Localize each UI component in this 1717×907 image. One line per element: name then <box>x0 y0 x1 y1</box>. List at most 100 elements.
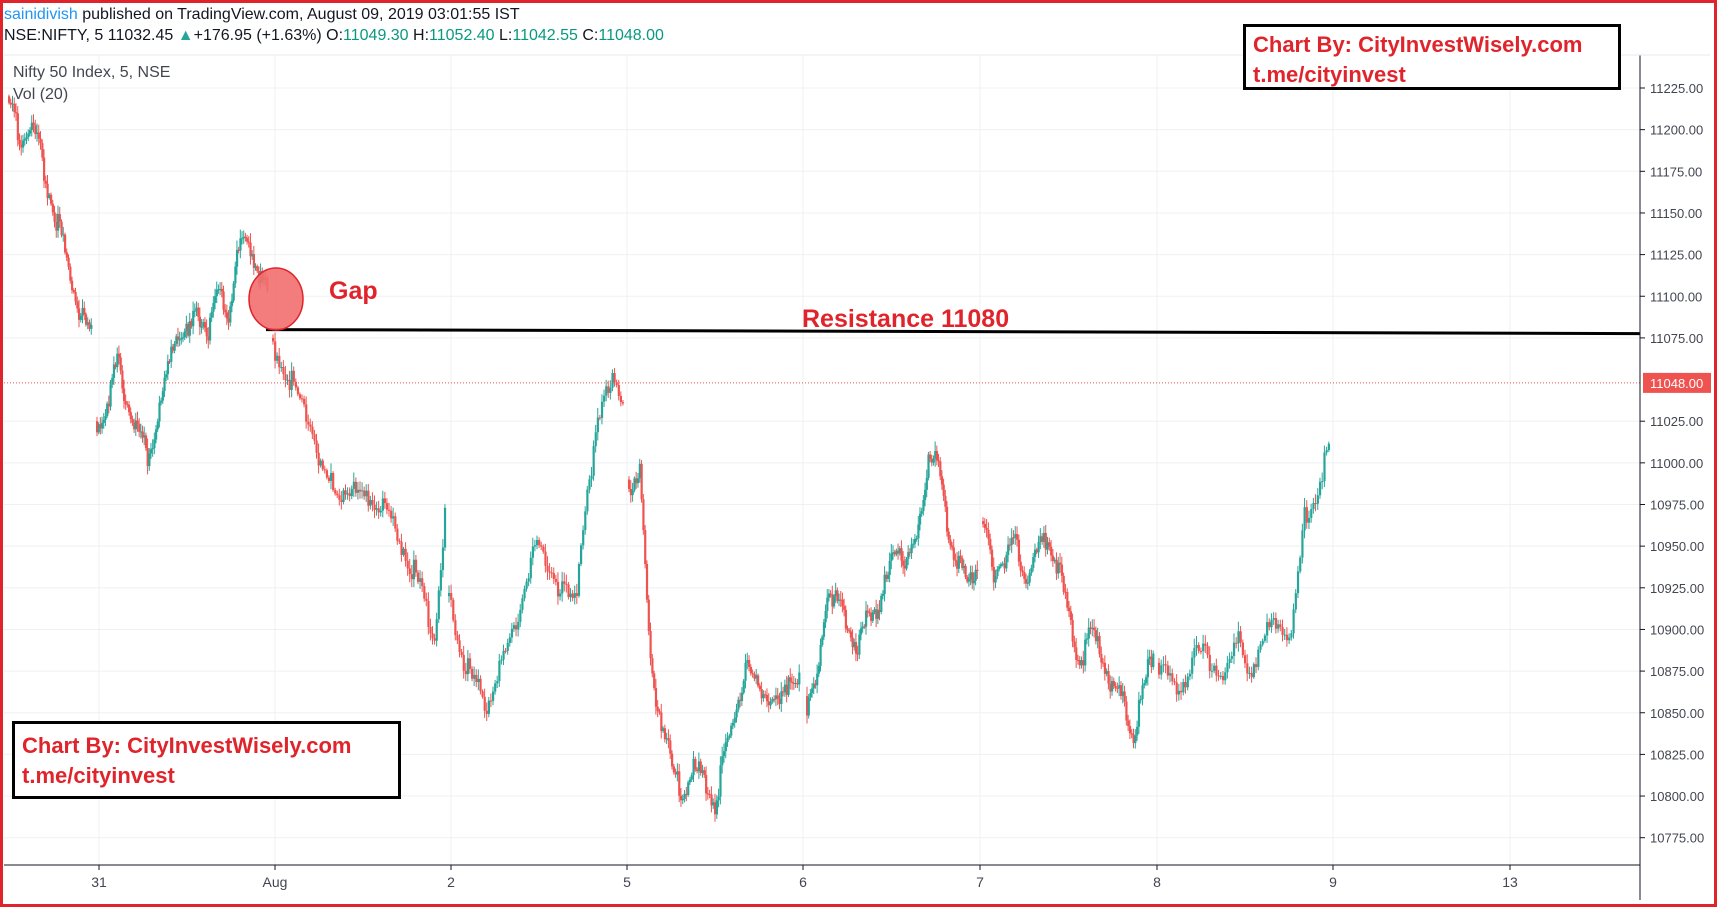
candle-body <box>419 578 422 582</box>
candle-body <box>746 660 749 663</box>
candle-body <box>1226 663 1229 673</box>
publisher-link[interactable]: sainidivish <box>4 6 78 23</box>
candle-body <box>1051 555 1055 562</box>
candle-body <box>1003 563 1006 569</box>
candle-body <box>1064 591 1067 593</box>
candle-body <box>827 593 831 598</box>
candle-body <box>1217 675 1220 677</box>
candle-body <box>1062 575 1065 592</box>
candle-body <box>890 553 893 561</box>
candle-body <box>301 398 304 400</box>
close-label: C: <box>582 27 599 44</box>
candle-body <box>932 458 935 463</box>
candle-body <box>225 312 229 319</box>
candle-body <box>408 568 411 575</box>
candle-body <box>149 449 153 454</box>
candle-body <box>956 560 959 569</box>
candle-body <box>569 593 572 598</box>
y-tick-label: 11000.00 <box>1650 456 1703 471</box>
candle-body <box>69 266 72 281</box>
candle-body <box>464 670 467 675</box>
candle-body <box>1041 536 1044 542</box>
candle-body <box>859 628 863 635</box>
candle-body <box>1228 658 1231 664</box>
candle-body <box>600 401 604 418</box>
publish-line: sainidivish published on TradingView.com… <box>4 4 664 25</box>
candle-body <box>443 507 447 548</box>
candle-body <box>631 490 634 496</box>
candle-body <box>29 130 32 134</box>
candle-body <box>284 374 287 381</box>
candle-body <box>141 431 144 438</box>
high-value: 11052.40 <box>429 27 495 44</box>
candle-body <box>11 103 14 105</box>
candle-body <box>392 516 395 519</box>
candle-body <box>1016 534 1019 540</box>
candle-body <box>667 738 670 741</box>
candle-body <box>102 419 105 423</box>
candle-body <box>1266 622 1269 636</box>
x-tick-label: 6 <box>799 874 807 890</box>
candle-body <box>542 546 545 552</box>
candle-body <box>1188 673 1192 677</box>
candle-body <box>1199 650 1203 652</box>
candle-body <box>241 238 244 240</box>
candle-body <box>1046 542 1049 550</box>
candle-body <box>458 640 461 652</box>
candle-body <box>1230 656 1233 659</box>
candle-body <box>699 761 702 773</box>
candle-body <box>971 572 974 584</box>
candle-body <box>119 357 122 371</box>
candle-body <box>791 681 794 683</box>
candle-body <box>669 740 672 754</box>
candle-body <box>107 403 111 407</box>
candle-body <box>124 401 127 405</box>
candle-body <box>346 493 349 495</box>
candle-body <box>1158 662 1161 675</box>
ohlc-line: NSE:NIFTY, 5 11032.45 ▲+176.95 (+1.63%) … <box>4 25 664 46</box>
candle-body <box>192 310 195 327</box>
y-tick-label: 11150.00 <box>1650 206 1702 221</box>
candle-body <box>307 421 310 425</box>
candle-body <box>846 628 849 631</box>
candle-body <box>755 675 758 679</box>
candle-body <box>1019 561 1022 571</box>
candle-body <box>144 435 148 449</box>
candle-body <box>1116 687 1119 689</box>
candle-body <box>824 610 827 623</box>
candle-body <box>104 416 107 420</box>
candle-body <box>383 498 387 504</box>
candle-body <box>146 448 149 467</box>
y-tick-label: 11200.00 <box>1650 123 1703 138</box>
candle-body <box>133 422 136 430</box>
candle-body <box>34 125 37 135</box>
resistance-line <box>265 328 1641 336</box>
candle-body <box>249 242 252 257</box>
candle-body <box>1182 682 1185 693</box>
candle-body <box>321 460 324 470</box>
candle-body <box>706 793 710 795</box>
candle-body <box>912 543 915 545</box>
y-tick-label: 10875.00 <box>1650 664 1704 679</box>
candle-body <box>375 508 378 510</box>
candle-body <box>1080 660 1083 666</box>
brand-box-top: Chart By: CityInvestWisely.com t.me/city… <box>1243 24 1621 90</box>
candle-body <box>466 658 470 675</box>
candle-body <box>500 659 503 661</box>
candle-body <box>429 626 432 634</box>
brand-line-1: Chart By: CityInvestWisely.com <box>1253 32 1583 57</box>
candle-body <box>972 580 976 584</box>
candle-body <box>731 722 735 726</box>
candle-body <box>924 489 927 500</box>
candle-body <box>757 675 760 686</box>
candle-body <box>753 674 756 679</box>
candle-body <box>229 306 232 323</box>
candle-body <box>1303 507 1306 531</box>
candle-body <box>1033 549 1037 558</box>
candle-body <box>1053 559 1056 562</box>
candle-body <box>64 234 67 253</box>
candle-body <box>1048 542 1051 547</box>
candle-body <box>23 139 26 141</box>
candle-body <box>313 434 316 441</box>
candle-body <box>588 479 591 490</box>
